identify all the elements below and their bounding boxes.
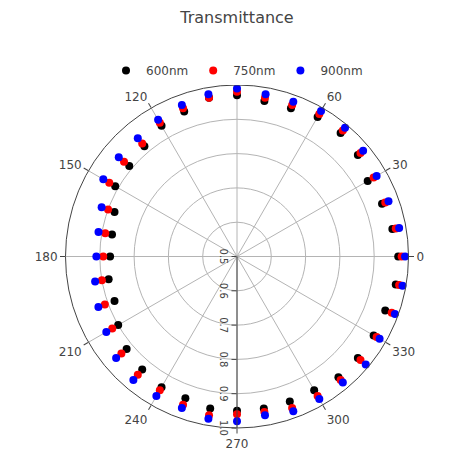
svg-text:1.0: 1.0 (218, 420, 229, 436)
svg-text:120: 120 (124, 90, 147, 104)
svg-text:0.9: 0.9 (218, 386, 229, 402)
svg-text:600nm: 600nm (146, 64, 188, 78)
svg-text:0.6: 0.6 (218, 283, 229, 299)
svg-text:150: 150 (59, 158, 82, 172)
svg-text:0.7: 0.7 (218, 317, 229, 333)
svg-text:180: 180 (35, 250, 58, 264)
svg-text:300: 300 (327, 413, 350, 427)
svg-text:270: 270 (226, 437, 249, 451)
svg-text:60: 60 (327, 90, 342, 104)
svg-text:210: 210 (59, 345, 82, 359)
svg-text:0.5: 0.5 (218, 249, 229, 265)
svg-text:30: 30 (392, 158, 407, 172)
svg-text:0: 0 (416, 250, 424, 264)
svg-text:Transmittance: Transmittance (179, 8, 293, 27)
svg-text:750nm: 750nm (233, 64, 275, 78)
svg-text:0.8: 0.8 (218, 351, 229, 367)
svg-text:900nm: 900nm (320, 64, 362, 78)
svg-text:330: 330 (392, 345, 415, 359)
svg-text:240: 240 (124, 413, 147, 427)
